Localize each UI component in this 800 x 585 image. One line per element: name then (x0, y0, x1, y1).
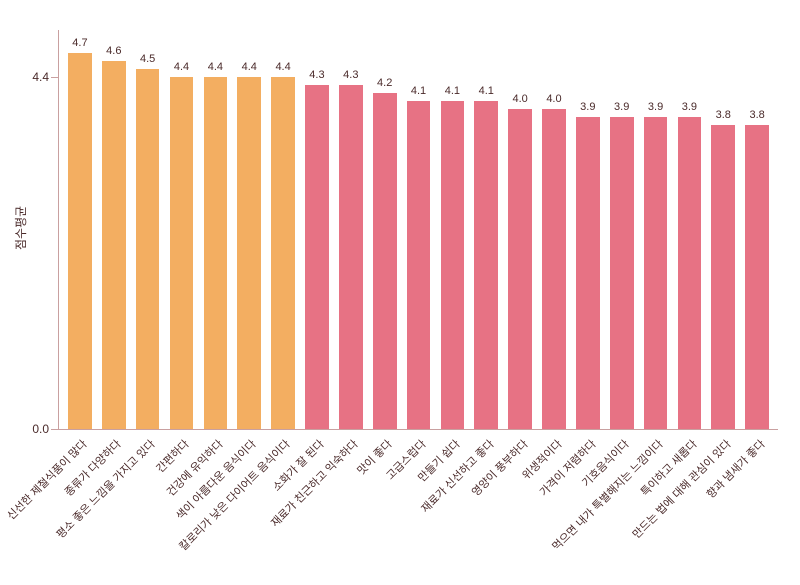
x-label-slot: 재료가 신선하고 좋다 (469, 430, 503, 580)
bar (407, 101, 431, 429)
x-label-slot: 소화가 잘 된다 (299, 430, 333, 580)
bar-value-label: 4.4 (242, 61, 257, 73)
y-tick-label: 0.0 (32, 422, 59, 436)
x-label-slot: 맛이 좋다 (367, 430, 401, 580)
bar-value-label: 3.8 (749, 109, 764, 121)
bar (339, 85, 363, 429)
bar (136, 69, 160, 429)
y-tick-label: 4.4 (32, 70, 59, 84)
bar (542, 109, 566, 429)
bar-value-label: 3.9 (648, 101, 663, 113)
bar-value-label: 4.2 (377, 77, 392, 89)
bar (204, 77, 228, 429)
bar-value-label: 4.7 (72, 37, 87, 49)
y-axis-label: 점수평균 (12, 206, 29, 250)
x-label-slot: 만들기 쉽다 (435, 430, 469, 580)
bar-value-label: 3.9 (682, 101, 697, 113)
bar-slot: 4.1 (435, 30, 469, 429)
bar-slot: 3.9 (672, 30, 706, 429)
bar-value-label: 4.0 (512, 93, 527, 105)
bar (305, 85, 329, 429)
bar-value-label: 4.3 (309, 69, 324, 81)
bar-slot: 4.0 (537, 30, 571, 429)
bar-value-label: 3.8 (716, 109, 731, 121)
bar-slot: 4.7 (63, 30, 97, 429)
bar-value-label: 4.5 (140, 53, 155, 65)
x-label-slot: 특이하고 새롭다 (672, 430, 706, 580)
bar-slot: 4.4 (232, 30, 266, 429)
bar-slot: 4.4 (266, 30, 300, 429)
x-label-slot: 기호음식이다 (605, 430, 639, 580)
bar (271, 77, 295, 429)
x-label-slot: 만드는 법에 대해 관심이 있다 (706, 430, 740, 580)
bar-slot: 4.0 (503, 30, 537, 429)
bar-value-label: 4.4 (174, 61, 189, 73)
x-label-slot: 위생적이다 (537, 430, 571, 580)
bar-slot: 4.1 (402, 30, 436, 429)
bar (474, 101, 498, 429)
bar (170, 77, 194, 429)
bar-value-label: 3.9 (580, 101, 595, 113)
bar (576, 117, 600, 429)
bar-slot: 3.8 (740, 30, 774, 429)
bar (745, 125, 769, 429)
bar (610, 117, 634, 429)
bar-value-label: 4.0 (546, 93, 561, 105)
x-label-slot: 평소 좋은 느낌을 가지고 있다 (130, 430, 164, 580)
bar-slot: 3.9 (605, 30, 639, 429)
bar-chart: 점수평균 4.74.64.54.44.44.44.44.34.34.24.14.… (0, 0, 800, 585)
bar-value-label: 4.3 (343, 69, 358, 81)
bar-slot: 4.5 (131, 30, 165, 429)
bar (237, 77, 261, 429)
bar-slot: 3.9 (571, 30, 605, 429)
plot-area: 4.7 4.6 4.5 4.4 4.4 4.4 4.4 4.3 4.3 4.2 4.1 4.1 4.1 4… (58, 30, 778, 430)
bar-value-label: 4.6 (106, 45, 121, 57)
bar-slot: 4.4 (198, 30, 232, 429)
bar (373, 93, 397, 429)
bar (441, 101, 465, 429)
bar (678, 117, 702, 429)
bar-slot: 3.8 (706, 30, 740, 429)
bar (508, 109, 532, 429)
bar-value-label: 4.4 (208, 61, 223, 73)
x-label-slot: 종류가 다양하다 (96, 430, 130, 580)
bar (68, 53, 92, 429)
bar-value-label: 4.1 (445, 85, 460, 97)
bar-value-label: 3.9 (614, 101, 629, 113)
bar-slot: 4.1 (469, 30, 503, 429)
bar (102, 61, 126, 429)
bars-container: 4.7 4.6 4.5 4.4 4.4 4.4 4.4 4.3 4.3 4.2 4.1 4.1 4.1 4… (59, 30, 778, 429)
bar-slot: 4.3 (334, 30, 368, 429)
bar-value-label: 4.4 (275, 61, 290, 73)
bar (644, 117, 668, 429)
x-label-slot: 영양이 풍부하다 (503, 430, 537, 580)
bar-value-label: 4.1 (411, 85, 426, 97)
x-label-slot: 향과 냄새가 좋다 (740, 430, 774, 580)
x-label-slot: 재료가 친근하고 익숙하다 (333, 430, 367, 580)
x-label-slot: 색이 아름다운 음식이다 (232, 430, 266, 580)
bar-slot: 4.6 (97, 30, 131, 429)
bar-value-label: 4.1 (479, 85, 494, 97)
bar-slot: 3.9 (639, 30, 673, 429)
bar-slot: 4.2 (368, 30, 402, 429)
bar-slot: 4.4 (165, 30, 199, 429)
x-axis-labels: 신선한 제철식품이 많다종류가 다양하다평소 좋은 느낌을 가지고 있다간편하다… (58, 430, 778, 580)
bar (711, 125, 735, 429)
bar-slot: 4.3 (300, 30, 334, 429)
